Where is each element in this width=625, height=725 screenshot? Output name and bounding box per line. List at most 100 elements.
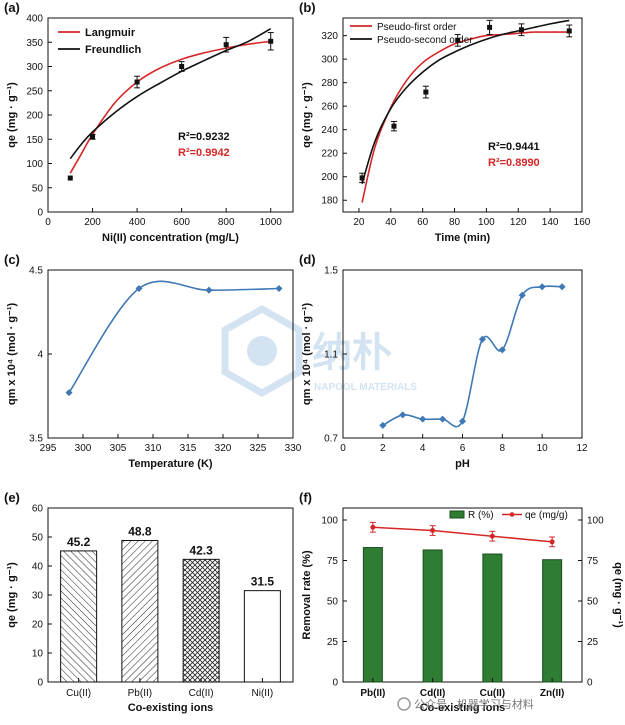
x-tick-label: 2 [380, 443, 386, 454]
x-category-label: Cd(II) [420, 688, 446, 699]
legend-entry: Freundlich [85, 44, 142, 56]
y-right-tick-label: 50 [587, 597, 599, 608]
footer-watermark: 公众号 · 机器学习与材料 [397, 697, 534, 711]
legend-entry: Langmuir [85, 27, 136, 39]
y-right-tick-label: 100 [587, 516, 604, 527]
bar [482, 553, 503, 683]
data-point [538, 283, 546, 291]
legend: R (%) qe (mg/g) [449, 510, 568, 521]
x-axis-label: Co-existing ions [128, 702, 214, 714]
data-point [275, 284, 283, 293]
wechat-icon [397, 697, 411, 711]
y-tick-label: 0 [332, 678, 338, 689]
x-tick-label: 40 [385, 217, 397, 228]
y-tick-label: 40 [32, 562, 44, 573]
y-tick-label: 50 [32, 533, 44, 544]
panel-c: (c) 295 300 305 310 315 320 325 330 3.5 4 4.5 Temper… [4, 252, 302, 470]
bar [542, 559, 563, 683]
r2-annotation: R²=0.9441 [488, 141, 540, 153]
y-tick-label: 0 [37, 208, 43, 219]
y-tick-label: 25 [327, 637, 339, 648]
y-axis-label: Removal rate (%) [301, 550, 313, 640]
y-tick-label: 10 [32, 649, 44, 660]
x-axis-label: Temperature (K) [128, 458, 212, 470]
data-point [430, 528, 436, 534]
bar [362, 547, 383, 683]
x-tick-label: 160 [574, 217, 591, 228]
panel-f: (f) 0 25 50 75 100 Co-existing ions Removal rat… [299, 490, 624, 714]
data-point [391, 123, 397, 129]
panel-label: (d) [299, 252, 316, 267]
fit-line-freundlich [69, 28, 272, 160]
y-tick-label: 150 [26, 135, 43, 146]
panel-label: (a) [4, 0, 20, 15]
data-point [419, 415, 427, 423]
legend-swatch-marker [509, 512, 515, 517]
bar [243, 590, 281, 683]
x-tick-label: 12 [576, 443, 588, 454]
y-axis-label: qm x 10⁴ (mol · g⁻¹) [301, 303, 313, 406]
r2-annotation: R²=0.8990 [488, 157, 540, 169]
y-tick-label: 30 [32, 591, 44, 602]
data-point [134, 79, 140, 85]
y-tick-label: 300 [321, 55, 338, 66]
bar-value-label: 48.8 [128, 524, 152, 538]
y-tick-label: 200 [321, 172, 338, 183]
data-point [518, 27, 524, 33]
data-point [205, 286, 213, 294]
y-tick-label: 50 [32, 183, 44, 194]
y-tick-label: 260 [321, 102, 338, 113]
y-tick-label: 180 [321, 196, 338, 207]
panel-e: (e) 0 10 20 30 40 50 60 Co-existing ions qe (mg ·… [4, 490, 294, 714]
y-axis-label: qe (mg · g⁻¹) [6, 82, 18, 148]
x-tick-label: 6 [460, 443, 466, 454]
x-axis-label: pH [455, 458, 470, 470]
x-tick-label: 325 [250, 443, 267, 454]
y-right-tick-label: 75 [587, 556, 599, 567]
x-tick-label: 120 [510, 217, 527, 228]
legend-entry: qe (mg/g) [525, 510, 568, 521]
panel-label: (e) [4, 490, 20, 505]
x-category-label: Ni(II) [252, 688, 274, 699]
data-point [566, 28, 572, 34]
x-category-label: Zn(II) [540, 688, 564, 699]
y-axis-label: qe (mg · g⁻¹) [6, 562, 18, 628]
plot-frame [342, 17, 583, 213]
watermark-chinese: 纳朴 [312, 331, 392, 375]
y-tick-label: 280 [321, 78, 338, 89]
data-point [90, 134, 96, 140]
y-tick-label: 320 [321, 31, 338, 42]
data-point [67, 175, 73, 181]
legend: Pseudo-first order Pseudo-second order [350, 22, 473, 46]
x-tick-label: 320 [215, 443, 232, 454]
y-tick-label: 300 [26, 62, 43, 73]
y-tick-label: 100 [26, 159, 43, 170]
panel-d: (d) 0 2 4 6 8 10 12 0.7 1.1 1.5 pH qm x 10⁴ (mol · g… [299, 252, 588, 470]
legend: Langmuir Freundlich [58, 27, 142, 56]
data-point [455, 37, 461, 43]
y-tick-label: 400 [26, 14, 43, 25]
y-tick-label: 20 [32, 620, 44, 631]
panel-label: (b) [299, 0, 316, 15]
y-tick-label: 0.7 [324, 434, 338, 445]
y-right-axis-label: qe (mg · g⁻¹) [612, 562, 624, 628]
bar-value-label: 31.5 [251, 575, 275, 589]
plot-frame [342, 507, 583, 683]
bar [60, 550, 98, 683]
x-tick-label: 0 [340, 443, 346, 454]
x-tick-label: 0 [45, 217, 51, 228]
y-tick-label: 60 [32, 504, 44, 515]
y-tick-label: 240 [321, 125, 338, 136]
x-category-label: Cu(II) [480, 688, 506, 699]
panel-b: (b) 20 40 60 80 100 120 140 160 180 200 220 240 260 28… [299, 0, 591, 244]
bar [422, 549, 443, 683]
legend-entry: Pseudo-first order [377, 22, 457, 33]
panel-label: (c) [4, 252, 20, 267]
bar-value-label: 42.3 [189, 543, 213, 557]
watermark-logo-icon [221, 304, 303, 398]
y-right-tick-label: 25 [587, 637, 599, 648]
fit-line-pseudo-first-order [361, 31, 570, 203]
y-tick-label: 350 [26, 38, 43, 49]
data-point [487, 24, 493, 30]
data-point [268, 38, 274, 44]
